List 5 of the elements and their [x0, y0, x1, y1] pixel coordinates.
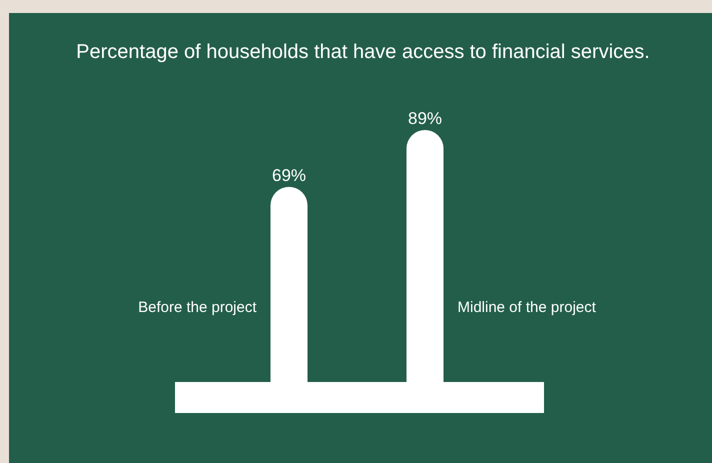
data-label: 69%	[272, 166, 306, 185]
chart-title: Percentage of households that have access to financial services.	[76, 41, 650, 63]
x-tick-label: Midline of the project	[458, 299, 597, 316]
x-tick-label: Before the project	[138, 299, 258, 316]
data-label: 89%	[408, 109, 442, 128]
